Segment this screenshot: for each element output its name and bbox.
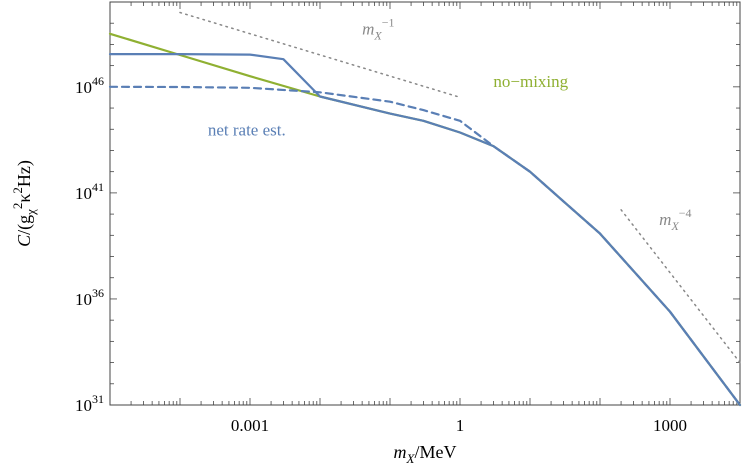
x-tick-label: 1000 xyxy=(653,416,687,435)
y-label-C: C xyxy=(14,234,34,247)
y-tick-base: 10 xyxy=(75,78,92,97)
y-label-close: Hz) xyxy=(14,160,35,187)
y-label-superscript-2: 2 xyxy=(10,187,25,194)
x-axis-label: mX/MeV xyxy=(394,442,457,466)
slope-annotation: mX−4 xyxy=(659,206,691,233)
y-tick-label: 1031 xyxy=(75,392,104,415)
series-line-dashed xyxy=(108,85,742,407)
slope-annotation: mX−1 xyxy=(362,15,394,42)
x-axis: 0.001 1 1000 xyxy=(109,2,741,435)
y-tick-exponent: 46 xyxy=(92,74,104,88)
annotation-subscript: X xyxy=(670,219,679,233)
y-tick-label: 1041 xyxy=(75,180,104,203)
x-label-unit: /MeV xyxy=(414,442,456,462)
y-axis-label: C/(gχ2κ2Hz) xyxy=(10,160,38,247)
x-label-base: m xyxy=(394,442,407,462)
reference-slope-line xyxy=(179,11,461,99)
y-label-kappa: κ xyxy=(14,194,34,203)
y-tick-exponent: 36 xyxy=(92,286,104,300)
series-line xyxy=(108,32,742,407)
y-tick-base: 10 xyxy=(75,290,92,309)
y-label-superscript: 2 xyxy=(10,203,25,210)
x-tick-label: 1 xyxy=(456,416,465,435)
y-label-subscript: χ xyxy=(23,209,38,216)
y-tick-exponent: 41 xyxy=(92,180,104,194)
series-group xyxy=(108,11,742,407)
y-tick-label: 1046 xyxy=(75,74,104,97)
plot-frame xyxy=(109,1,741,406)
x-tick-label: 0.001 xyxy=(231,416,269,435)
series-annotation: no−mixing xyxy=(493,72,568,91)
annotation-base: m xyxy=(362,19,374,38)
y-tick-base: 10 xyxy=(75,184,92,203)
y-tick-exponent: 31 xyxy=(92,392,104,406)
annotation-base: m xyxy=(659,210,671,229)
annotation-subscript: X xyxy=(373,28,382,42)
reference-slope-line xyxy=(620,209,741,364)
annotation-superscript: −1 xyxy=(382,15,395,29)
series-annotation: net rate est. xyxy=(208,121,286,140)
plot-border xyxy=(109,1,741,406)
y-tick-base: 10 xyxy=(75,396,92,415)
x-label-subscript: X xyxy=(406,451,416,466)
annotation-superscript: −4 xyxy=(679,206,692,220)
series-line xyxy=(108,53,742,407)
y-label-open: /(g xyxy=(14,215,35,235)
y-tick-label: 1036 xyxy=(75,286,104,309)
